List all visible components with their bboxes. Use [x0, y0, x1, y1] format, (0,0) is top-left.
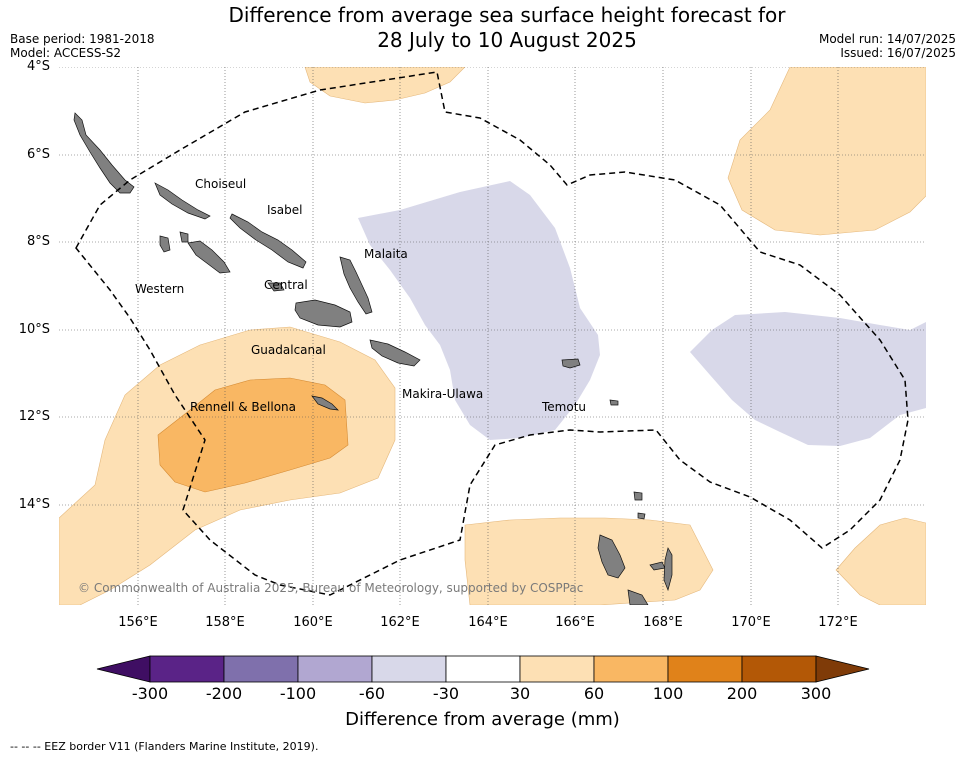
label-guadalcanal: Guadalcanal	[251, 343, 326, 357]
colorbar-tick-2: -200	[205, 684, 243, 703]
western-islet-1	[159, 235, 171, 253]
issued-date: Issued: 16/07/2025	[840, 46, 956, 60]
anomaly-neg-30-60	[358, 181, 926, 446]
guadalcanal-island	[294, 299, 353, 328]
colorbar-tick-4: -60	[358, 684, 386, 703]
colorbar-segment-7	[593, 655, 669, 683]
vanuatu-espiritu	[597, 534, 626, 579]
temotu-island-2	[609, 399, 619, 406]
colorbar-tick-1: -300	[131, 684, 169, 703]
colorbar-tick-8: 100	[652, 684, 684, 703]
colorbar-tick-6: 30	[509, 684, 531, 703]
colorbar-tick-9: 200	[726, 684, 758, 703]
vanuatu-islet	[633, 491, 643, 501]
lon-label-168e: 168°E	[643, 615, 683, 630]
vanuatu-islet-2	[637, 512, 646, 520]
lon-label-160e: 160°E	[293, 615, 333, 630]
anomaly-pos-60-100	[157, 377, 349, 493]
label-western: Western	[135, 282, 184, 296]
title-line-2: 28 July to 10 August 2025	[377, 28, 637, 52]
eez-legend-note: -- -- -- EEZ border V11 (Flanders Marine…	[10, 740, 319, 753]
vanuatu-pentecost	[663, 547, 673, 592]
isabel-island	[229, 213, 307, 269]
colorbar-tick-3: -100	[279, 684, 317, 703]
lon-label-172e: 172°E	[818, 615, 858, 630]
colorbar-segment-9	[741, 655, 817, 683]
colorbar-segment-2	[223, 655, 299, 683]
map-title: Difference from average sea surface heig…	[0, 3, 965, 53]
model-name: Model: ACCESS-S2	[10, 46, 122, 60]
lon-label-166e: 166°E	[555, 615, 595, 630]
graticule	[59, 67, 926, 605]
label-makira-ulawa: Makira-Ulawa	[402, 387, 483, 401]
makira-island	[369, 339, 421, 367]
lon-label-158e: 158°E	[205, 615, 245, 630]
label-central: Central	[264, 278, 308, 292]
label-temotu: Temotu	[541, 400, 586, 414]
land	[73, 112, 673, 605]
lon-label-170e: 170°E	[731, 615, 771, 630]
lat-label-10s: 10°S	[18, 322, 50, 337]
rennell-island	[311, 395, 339, 411]
choiseul-islet	[154, 182, 211, 220]
lat-label-8s: 8°S	[26, 234, 50, 249]
colorbar-segment-8	[667, 655, 743, 683]
choiseul-island	[73, 112, 135, 194]
eez-border	[75, 71, 909, 596]
vanuatu-malekula	[627, 589, 649, 605]
colorbar-title: Difference from average (mm)	[345, 709, 620, 730]
lat-label-12s: 12°S	[18, 409, 50, 424]
lat-label-6s: 6°S	[26, 147, 50, 162]
colorbar-tick-10: 300	[800, 684, 832, 703]
lat-label-4s: 4°S	[26, 59, 50, 74]
model-run: Model run: 14/07/2025	[818, 32, 956, 46]
colorbar-segment-6	[519, 655, 595, 683]
colorbar-segment-4	[371, 655, 447, 683]
place-labels: Choiseul Isabel Malaita Western Central …	[135, 177, 586, 414]
lat-label-14s: 14°S	[18, 497, 50, 512]
central-islet	[267, 282, 285, 292]
label-choiseul: Choiseul	[195, 177, 246, 191]
label-rennell-bellona: Rennell & Bellona	[190, 400, 296, 414]
lon-label-164e: 164°E	[468, 615, 508, 630]
colorbar-segment-1	[149, 655, 225, 683]
new-georgia	[187, 240, 231, 274]
label-malaita: Malaita	[364, 247, 408, 261]
lon-label-162e: 162°E	[380, 615, 420, 630]
base-period: Base period: 1981-2018	[10, 32, 155, 46]
colorbar-max-extension	[815, 655, 870, 683]
malaita-island	[339, 256, 373, 315]
colorbar-segment-5	[445, 655, 521, 683]
title-line-1: Difference from average sea surface heig…	[228, 3, 786, 27]
meta-left: Base period: 1981-2018 Model: ACCESS-S2	[10, 32, 155, 60]
copyright-notice: © Commonwealth of Australia 2025, Bureau…	[78, 581, 583, 595]
temotu-island-1	[561, 358, 581, 369]
colorbar-tick-7: 60	[583, 684, 605, 703]
colorbar-segment-3	[297, 655, 373, 683]
western-islet-2	[179, 231, 189, 243]
lon-label-156e: 156°E	[118, 615, 158, 630]
colorbar-tick-5: -30	[432, 684, 460, 703]
meta-right: Model run: 14/07/2025 Issued: 16/07/2025	[819, 32, 956, 60]
colorbar-min-extension	[96, 655, 151, 683]
colorbar	[96, 655, 870, 683]
label-isabel: Isabel	[267, 203, 302, 217]
